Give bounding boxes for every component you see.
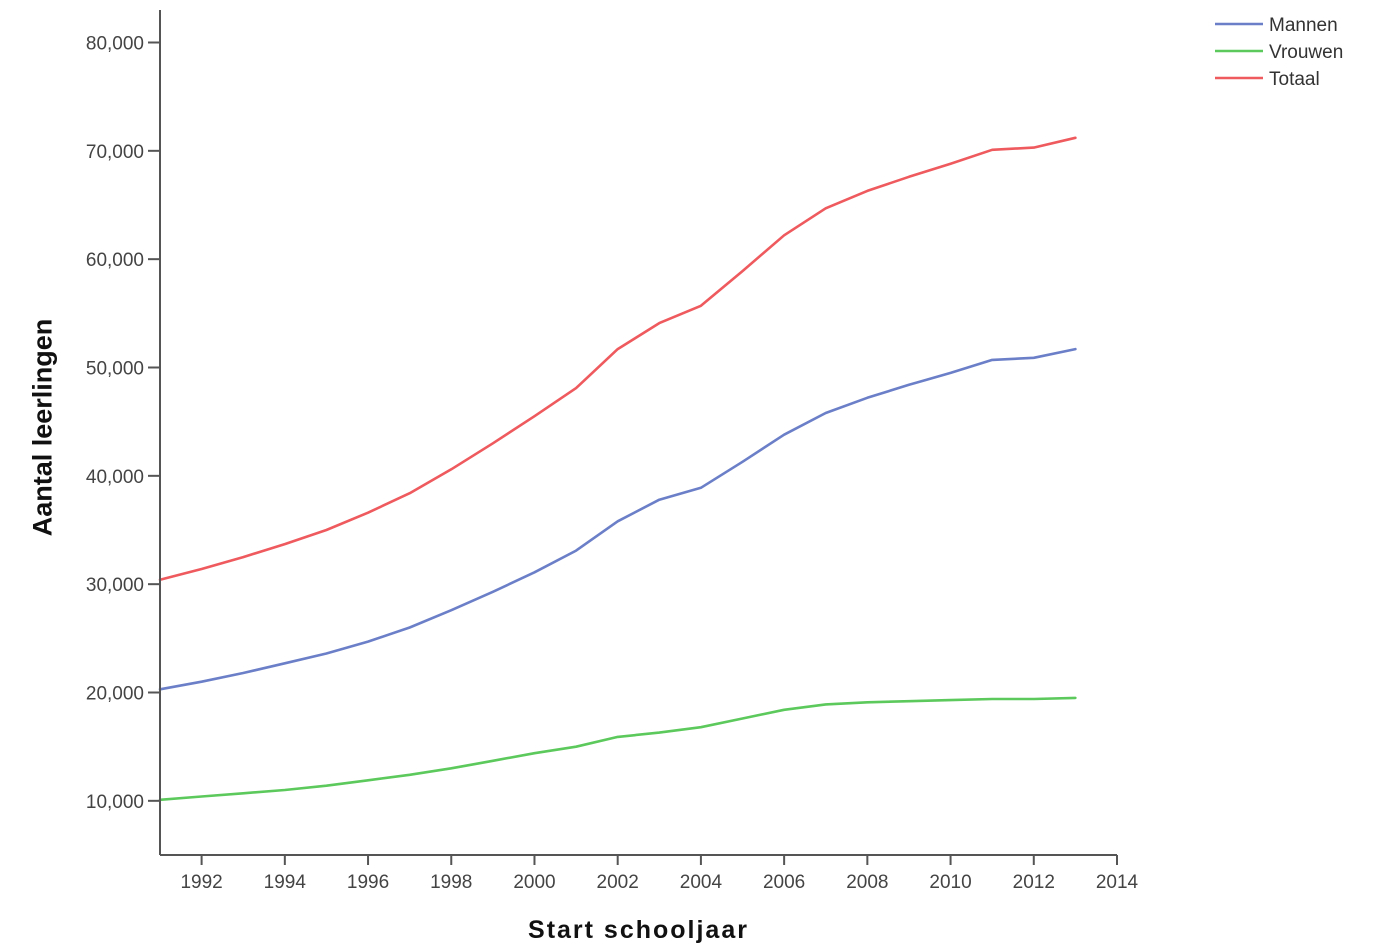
y-axis-title: Aantal leerlingen [27, 319, 57, 537]
series-line-totaal [158, 136, 1077, 582]
y-tick-label: 10,000 [86, 792, 144, 813]
x-tick-label: 1992 [180, 872, 222, 893]
y-tick-label: 50,000 [86, 359, 144, 380]
y-tick-label: 40,000 [86, 467, 144, 488]
y-axis-ticks: 10,000 20,000 30,000 40,000 50,000 60,000 70,0… [86, 34, 160, 813]
x-tick-label: 2010 [929, 872, 971, 893]
x-tick-label: 1998 [430, 872, 472, 893]
x-tick-label: 2002 [597, 872, 639, 893]
y-tick-label: 30,000 [86, 575, 144, 596]
series-line-vrouwen [158, 696, 1077, 802]
x-tick-label: 2000 [513, 872, 555, 893]
y-tick-label: 70,000 [86, 142, 144, 163]
y-tick-label: 60,000 [86, 250, 144, 271]
legend-label-vrouwen: Vrouwen [1269, 42, 1343, 63]
x-axis-ticks: 1992 1994 1996 1998 2000 2002 2004 2006 2008 2010… [180, 855, 1139, 893]
x-tick-label: 2014 [1096, 872, 1139, 893]
series-line-mannen [158, 347, 1077, 691]
axes [159, 10, 1117, 856]
legend: Mannen Vrouwen Totaal [1215, 15, 1343, 90]
y-tick-label: 80,000 [86, 34, 144, 55]
legend-label-mannen: Mannen [1269, 15, 1338, 36]
x-tick-label: 2004 [680, 872, 723, 893]
x-tick-label: 1996 [347, 872, 389, 893]
x-tick-label: 1994 [264, 872, 307, 893]
legend-label-totaal: Totaal [1269, 69, 1320, 90]
x-axis-title: Start schooljaar [528, 916, 749, 944]
x-tick-label: 2006 [763, 872, 805, 893]
x-tick-label: 2012 [1013, 872, 1055, 893]
plot-lines [158, 136, 1077, 802]
y-tick-label: 20,000 [86, 684, 144, 705]
x-tick-label: 2008 [846, 872, 888, 893]
